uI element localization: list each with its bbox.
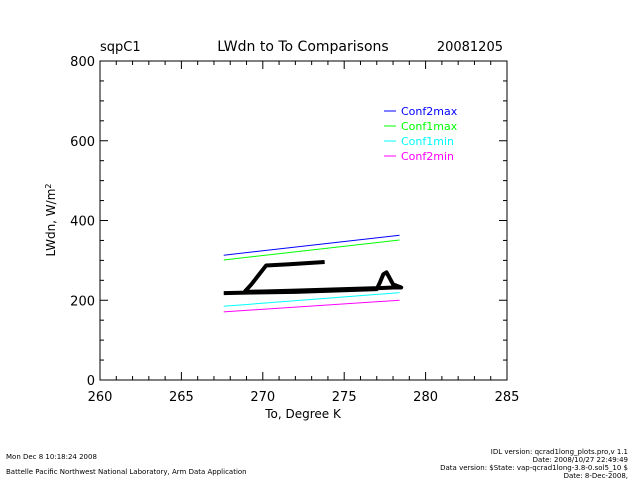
series-line-conf2min bbox=[223, 299, 400, 313]
series-line-conf1max bbox=[223, 239, 400, 261]
x-axis-label: To, Degree K bbox=[264, 407, 342, 421]
series-line-conf1min bbox=[223, 292, 400, 307]
footer-data-date: Date: 8-Dec-2008, bbox=[563, 472, 628, 480]
legend-label: Conf2min bbox=[401, 150, 454, 163]
legend-label: Conf2max bbox=[401, 105, 458, 118]
y-tick-label: 800 bbox=[70, 55, 95, 70]
y-axis-label: LWdn, W/m2 bbox=[44, 184, 59, 257]
date-label: 20081205 bbox=[437, 40, 503, 55]
y-tick-label: 400 bbox=[70, 215, 95, 230]
y-tick-label: 200 bbox=[70, 294, 95, 309]
x-tick-label: 260 bbox=[88, 390, 113, 405]
observed-data-line bbox=[223, 259, 404, 296]
y-tick-label: 0 bbox=[87, 374, 95, 389]
x-tick-label: 270 bbox=[250, 390, 275, 405]
x-tick-label: 265 bbox=[169, 390, 194, 405]
x-tick-label: 280 bbox=[413, 390, 438, 405]
footer-timestamp: Mon Dec 8 10:18:24 2008 bbox=[6, 453, 97, 461]
legend-label: Conf1max bbox=[401, 120, 458, 133]
series-line-conf2max bbox=[223, 234, 400, 256]
footer-institution: Battelle Pacific Northwest National Labo… bbox=[6, 468, 247, 476]
legend-label: Conf1min bbox=[401, 135, 454, 148]
footer-idl-version: IDL version: qcrad1long_plots.pro,v 1.1 bbox=[490, 448, 628, 456]
x-tick-label: 275 bbox=[332, 390, 357, 405]
y-tick-label: 600 bbox=[70, 135, 95, 150]
footer-idl-date: Date: 2008/10/27 22:49:49 bbox=[532, 456, 628, 464]
x-tick-label: 285 bbox=[495, 390, 520, 405]
site-label: sqpC1 bbox=[100, 40, 141, 55]
chart-title: LWdn to To Comparisons bbox=[217, 39, 388, 55]
footer-data-version: Data version: $State: vap-qcrad1long-3.8… bbox=[440, 464, 628, 472]
